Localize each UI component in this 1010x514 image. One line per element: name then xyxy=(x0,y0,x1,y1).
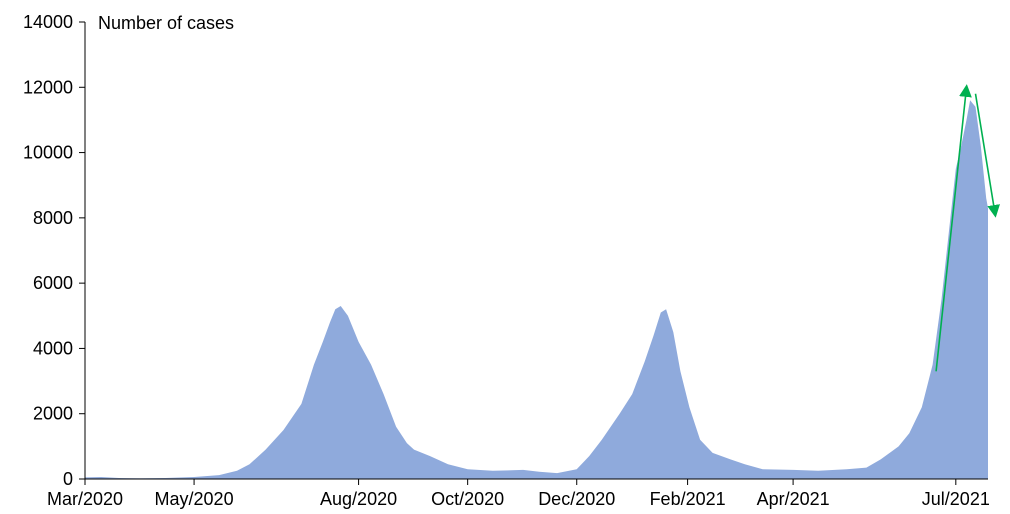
x-tick-label: Aug/2020 xyxy=(320,489,397,509)
x-tick-label: May/2020 xyxy=(155,489,234,509)
x-tick-label: Oct/2020 xyxy=(431,489,504,509)
y-tick-label: 6000 xyxy=(33,273,73,293)
x-tick-label: Dec/2020 xyxy=(538,489,615,509)
y-tick-label: 12000 xyxy=(23,77,73,97)
y-tick-label: 8000 xyxy=(33,208,73,228)
x-tick-label: Jul/2021 xyxy=(922,489,990,509)
trend-arrow-down xyxy=(974,93,1000,218)
trend-arrow-up xyxy=(935,84,972,372)
y-tick-label: 10000 xyxy=(23,143,73,163)
axes: Number of cases 0 2000 4000 6000 8000 10000 12… xyxy=(23,12,990,509)
y-tick-label: 0 xyxy=(63,469,73,489)
x-tick-label: Feb/2021 xyxy=(650,489,726,509)
x-tick-label: Mar/2020 xyxy=(47,489,123,509)
y-tick-label: 4000 xyxy=(33,338,73,358)
y-tick-label: 14000 xyxy=(23,12,73,32)
plot-area xyxy=(85,84,1000,480)
y-tick-label: 2000 xyxy=(33,404,73,424)
area-series-0 xyxy=(85,100,988,480)
y-axis-title: Number of cases xyxy=(98,13,234,33)
x-tick-label: Apr/2021 xyxy=(757,489,830,509)
